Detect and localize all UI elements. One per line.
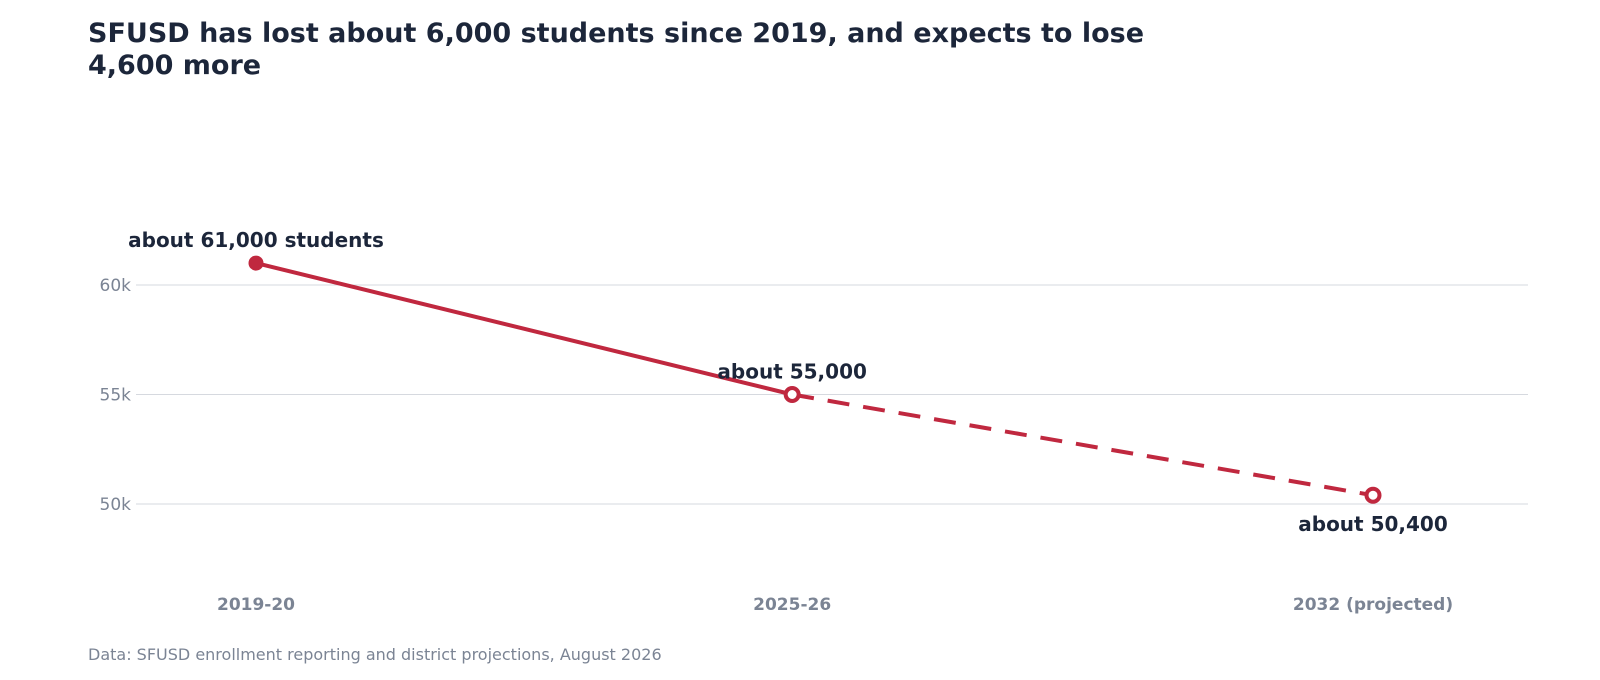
y-tick-label: 60k bbox=[100, 276, 132, 296]
enrollment-series bbox=[254, 261, 1374, 498]
y-axis-ticks: 50k 55k 60k bbox=[100, 276, 132, 515]
x-tick-label: 2025-26 bbox=[753, 595, 831, 615]
data-point-hollow bbox=[1364, 486, 1382, 504]
data-labels: about 61,000 students about 55,000 about 5… bbox=[128, 228, 1448, 536]
series-line-actual bbox=[254, 261, 795, 397]
gridlines bbox=[136, 284, 1528, 505]
data-points bbox=[248, 255, 1382, 504]
source-note: Data: SFUSD enrollment reporting and dis… bbox=[88, 645, 662, 664]
x-axis-ticks: 2019-20 2025-26 2032 (projected) bbox=[217, 595, 1453, 615]
chart-title: SFUSD has lost about 6,000 students sinc… bbox=[88, 18, 1145, 81]
data-point-filled bbox=[248, 255, 264, 271]
x-tick-label: 2032 (projected) bbox=[1293, 595, 1453, 615]
y-tick-label: 50k bbox=[100, 495, 132, 515]
data-label: about 61,000 students bbox=[128, 228, 384, 252]
series-line-projected bbox=[791, 392, 1374, 498]
data-label: about 55,000 bbox=[717, 360, 867, 384]
x-tick-label: 2019-20 bbox=[217, 595, 295, 615]
y-tick-label: 55k bbox=[100, 386, 132, 406]
data-label: about 50,400 bbox=[1298, 512, 1448, 536]
data-point-hollow bbox=[783, 386, 801, 403]
